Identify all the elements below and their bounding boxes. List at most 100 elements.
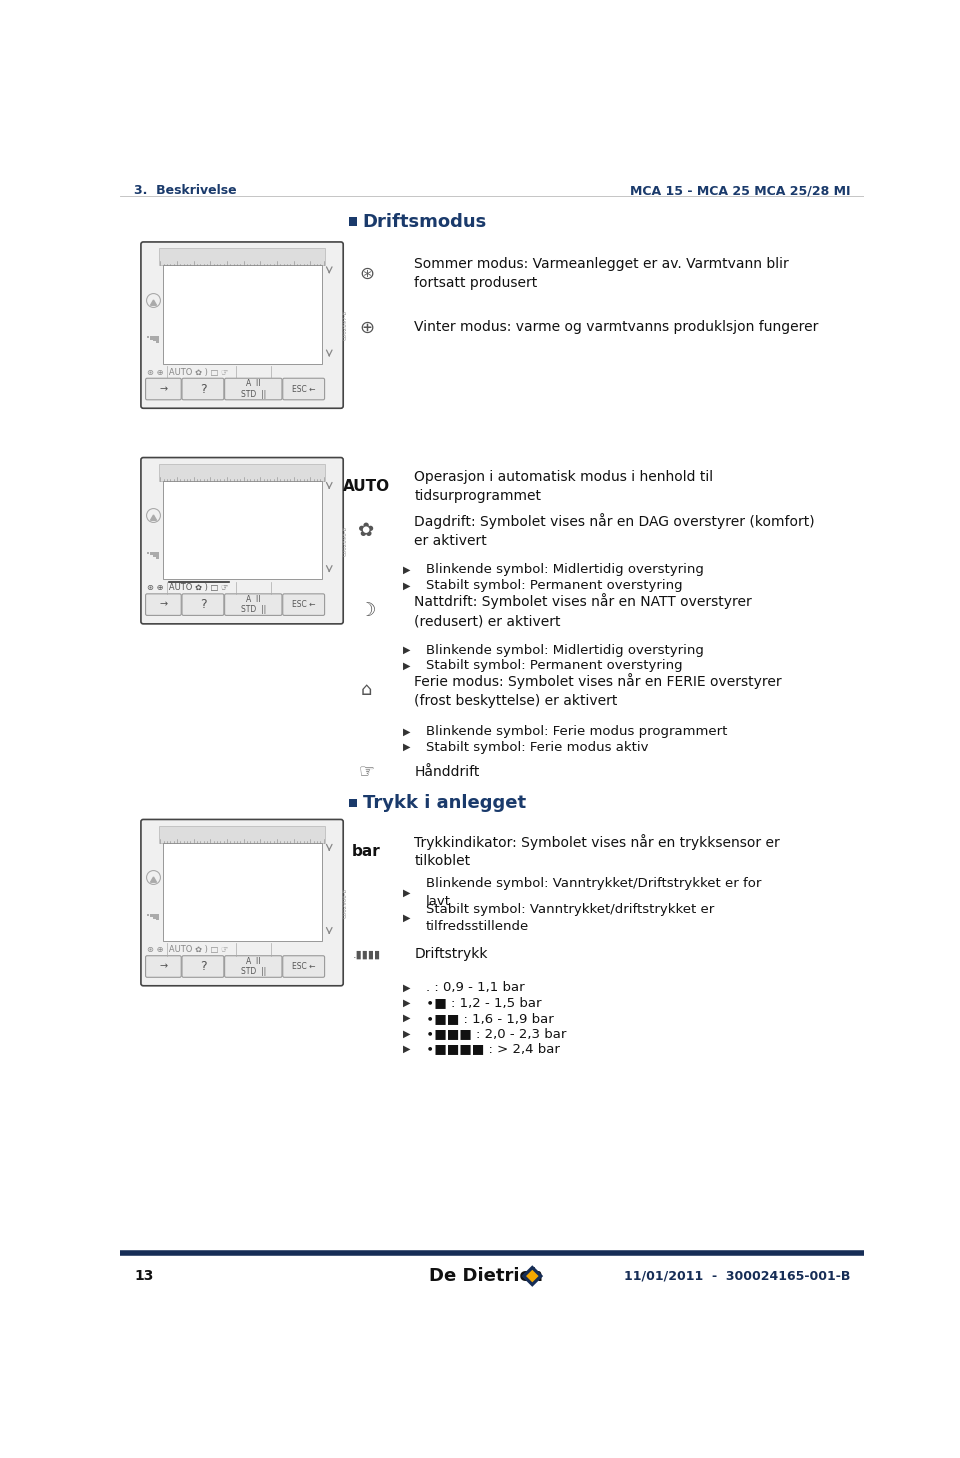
FancyBboxPatch shape (225, 956, 282, 977)
FancyBboxPatch shape (146, 378, 181, 399)
Text: C002897-B: C002897-B (344, 311, 348, 340)
Text: Blinkende symbol: Ferie modus programmert: Blinkende symbol: Ferie modus programmer… (426, 725, 728, 738)
Text: De Dietrich: De Dietrich (429, 1267, 542, 1284)
Text: ?: ? (200, 959, 206, 972)
Text: A  II
STD  ||: A II STD || (241, 956, 266, 977)
Text: Driftsmodus: Driftsmodus (363, 213, 487, 230)
Text: ▶: ▶ (403, 1013, 411, 1024)
Text: ⌂: ⌂ (361, 681, 372, 698)
FancyBboxPatch shape (283, 593, 324, 615)
Bar (158, 248, 325, 265)
Text: Stabilt symbol: Permanent overstyring: Stabilt symbol: Permanent overstyring (426, 579, 683, 592)
Bar (162, 481, 322, 579)
FancyBboxPatch shape (141, 242, 344, 408)
Text: →: → (159, 383, 167, 394)
Text: ▶: ▶ (403, 644, 411, 655)
Text: ▶: ▶ (403, 1028, 411, 1038)
Text: ▶: ▶ (403, 913, 411, 923)
Text: ∙■■■ : 2,0 - 2,3 bar: ∙■■■ : 2,0 - 2,3 bar (426, 1026, 566, 1040)
Text: Dagdrift: Symbolet vises når en DAG overstyrer (komfort)
er aktivert: Dagdrift: Symbolet vises når en DAG over… (415, 513, 815, 548)
Bar (158, 464, 325, 481)
FancyBboxPatch shape (182, 956, 224, 977)
Text: →: → (159, 961, 167, 971)
Text: ?: ? (200, 382, 206, 395)
Bar (150, 551, 153, 555)
Text: ∙■ : 1,2 - 1,5 bar: ∙■ : 1,2 - 1,5 bar (426, 996, 541, 1009)
Text: ⊛ ⊕  AUTO ✿ ) □ ☞: ⊛ ⊕ AUTO ✿ ) □ ☞ (147, 367, 228, 376)
Text: ▶: ▶ (403, 997, 411, 1007)
Text: C002898-B: C002898-B (344, 526, 348, 555)
Text: ESC ←: ESC ← (292, 962, 316, 971)
Text: AUTO: AUTO (343, 480, 390, 494)
Text: A  II
STD  ||: A II STD || (241, 379, 266, 398)
Text: ▶: ▶ (403, 564, 411, 574)
Polygon shape (521, 1266, 543, 1287)
Bar (154, 914, 156, 919)
Bar (348, 799, 357, 808)
Text: ⊕: ⊕ (359, 318, 374, 337)
Text: C002906-B: C002906-B (344, 888, 348, 917)
Text: Sommer modus: Varmeanlegget er av. Varmtvann blir
fortsatt produsert: Sommer modus: Varmeanlegget er av. Varmt… (415, 257, 789, 290)
FancyBboxPatch shape (141, 819, 344, 986)
Text: .▮▮▮▮: .▮▮▮▮ (352, 949, 380, 959)
FancyBboxPatch shape (225, 378, 282, 399)
Text: Trykk i anlegget: Trykk i anlegget (363, 795, 526, 812)
Text: ▶: ▶ (403, 983, 411, 993)
Text: 3.  Beskrivelse: 3. Beskrivelse (134, 184, 236, 197)
Bar (158, 825, 325, 843)
Text: Ferie modus: Symbolet vises når en FERIE overstyrer
(frost beskyttelse) er aktiv: Ferie modus: Symbolet vises når en FERIE… (415, 672, 782, 707)
Text: Blinkende symbol: Midlertidig overstyring: Blinkende symbol: Midlertidig overstyrin… (426, 643, 704, 656)
Text: Blinkende symbol: Midlertidig overstyring: Blinkende symbol: Midlertidig overstyrin… (426, 563, 704, 576)
FancyBboxPatch shape (182, 593, 224, 615)
Text: ⊛ ⊕  AUTO ✿ ) □ ☞: ⊛ ⊕ AUTO ✿ ) □ ☞ (147, 583, 228, 592)
Text: A  II
STD  ||: A II STD || (241, 595, 266, 614)
Bar (150, 914, 153, 917)
Text: ☞: ☞ (358, 763, 374, 780)
Text: Stabilt symbol: Permanent overstyring: Stabilt symbol: Permanent overstyring (426, 659, 683, 672)
Bar (156, 551, 158, 558)
Text: Blinkende symbol: Vanntrykket/Driftstrykket er for
lavt: Blinkende symbol: Vanntrykket/Driftstryk… (426, 878, 761, 908)
Text: Operasjon i automatisk modus i henhold til
tidsurprogrammet: Operasjon i automatisk modus i henhold t… (415, 471, 713, 503)
Polygon shape (526, 1270, 539, 1283)
Bar (154, 551, 156, 557)
Text: ☽: ☽ (358, 601, 375, 620)
Text: ▶: ▶ (403, 742, 411, 752)
FancyBboxPatch shape (283, 956, 324, 977)
Text: Hånddrift: Hånddrift (415, 764, 480, 779)
Text: ✿: ✿ (358, 521, 374, 541)
Text: ⊛ ⊕  AUTO ✿ ) □ ☞: ⊛ ⊕ AUTO ✿ ) □ ☞ (147, 945, 228, 954)
Text: ▶: ▶ (403, 1044, 411, 1054)
Text: Nattdrift: Symbolet vises når en NATT overstyrer
(redusert) er aktivert: Nattdrift: Symbolet vises når en NATT ov… (415, 593, 753, 628)
Text: 13: 13 (134, 1268, 154, 1283)
Text: Stabilt symbol: Vanntrykket/driftstrykket er
tilfredsstillende: Stabilt symbol: Vanntrykket/driftstrykke… (426, 903, 714, 933)
Bar (156, 335, 158, 343)
Text: ∙■■■■ : > 2,4 bar: ∙■■■■ : > 2,4 bar (426, 1042, 560, 1056)
Text: bar: bar (352, 844, 381, 859)
FancyBboxPatch shape (283, 378, 324, 399)
Text: ▶: ▶ (403, 888, 411, 898)
Bar (348, 217, 357, 226)
Text: ?: ? (200, 598, 206, 611)
Text: →: → (159, 599, 167, 609)
Text: . : 0,9 - 1,1 bar: . : 0,9 - 1,1 bar (426, 981, 525, 994)
Text: ▶: ▶ (403, 580, 411, 590)
Text: 11/01/2011  -  300024165-001-B: 11/01/2011 - 300024165-001-B (624, 1270, 850, 1283)
Text: Driftstrykk: Driftstrykk (415, 948, 488, 961)
Text: ESC ←: ESC ← (292, 385, 316, 394)
Bar (147, 914, 150, 916)
Text: MCA 15 - MCA 25 MCA 25/28 MI: MCA 15 - MCA 25 MCA 25/28 MI (630, 184, 850, 197)
Text: ∙■■ : 1,6 - 1,9 bar: ∙■■ : 1,6 - 1,9 bar (426, 1012, 554, 1025)
Text: ▶: ▶ (403, 660, 411, 671)
Text: Trykkindikator: Symbolet vises når en trykksensor er
tilkoblet: Trykkindikator: Symbolet vises når en tr… (415, 834, 780, 869)
Bar (150, 335, 153, 340)
Text: Vinter modus: varme og varmtvanns produklsjon fungerer: Vinter modus: varme og varmtvanns produk… (415, 321, 819, 334)
FancyBboxPatch shape (225, 593, 282, 615)
Text: Stabilt symbol: Ferie modus aktiv: Stabilt symbol: Ferie modus aktiv (426, 741, 649, 754)
Text: ESC ←: ESC ← (292, 601, 316, 609)
Bar (162, 843, 322, 940)
FancyBboxPatch shape (182, 378, 224, 399)
Bar (162, 265, 322, 363)
FancyBboxPatch shape (146, 956, 181, 977)
Bar (154, 335, 156, 341)
FancyBboxPatch shape (146, 593, 181, 615)
